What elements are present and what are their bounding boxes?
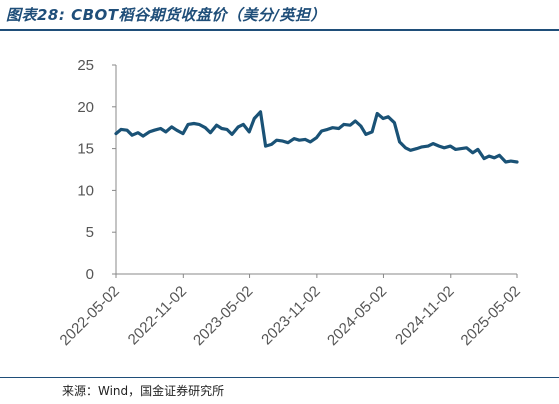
source-note: 来源：Wind，国金证券研究所	[62, 384, 225, 398]
x-axis: 2022-05-02 2022-11-02 2023-05-02 2023-11-02…	[57, 273, 524, 349]
source-divider	[0, 377, 559, 378]
line-chart: 0 5 10 15 20 25 2022-05-02 2022-11-02 2023-05-0…	[57, 57, 524, 349]
title-divider	[0, 29, 559, 31]
y-tick-label: 5	[86, 224, 94, 241]
x-tick-label: 2025-05-02	[458, 283, 524, 349]
x-tick-label: 2024-11-02	[392, 283, 457, 348]
series-line	[114, 110, 519, 164]
x-tick-label: 2023-11-02	[258, 283, 323, 348]
y-tick-label: 20	[77, 99, 94, 116]
chart-title: 图表28: CBOT稻谷期货收盘价（美分/英担）	[6, 6, 326, 24]
y-tick-label: 25	[77, 57, 94, 74]
x-tick-label: 2022-05-02	[57, 283, 123, 349]
series-area	[114, 110, 519, 164]
x-tick-label: 2023-05-02	[190, 283, 256, 349]
y-tick-label: 15	[77, 141, 94, 158]
y-tick-label: 0	[86, 266, 94, 283]
y-axis: 0 5 10 15 20 25	[77, 57, 117, 283]
x-tick-label: 2024-05-02	[324, 283, 390, 349]
x-tick-label: 2022-11-02	[125, 283, 190, 348]
y-tick-label: 10	[77, 182, 94, 199]
